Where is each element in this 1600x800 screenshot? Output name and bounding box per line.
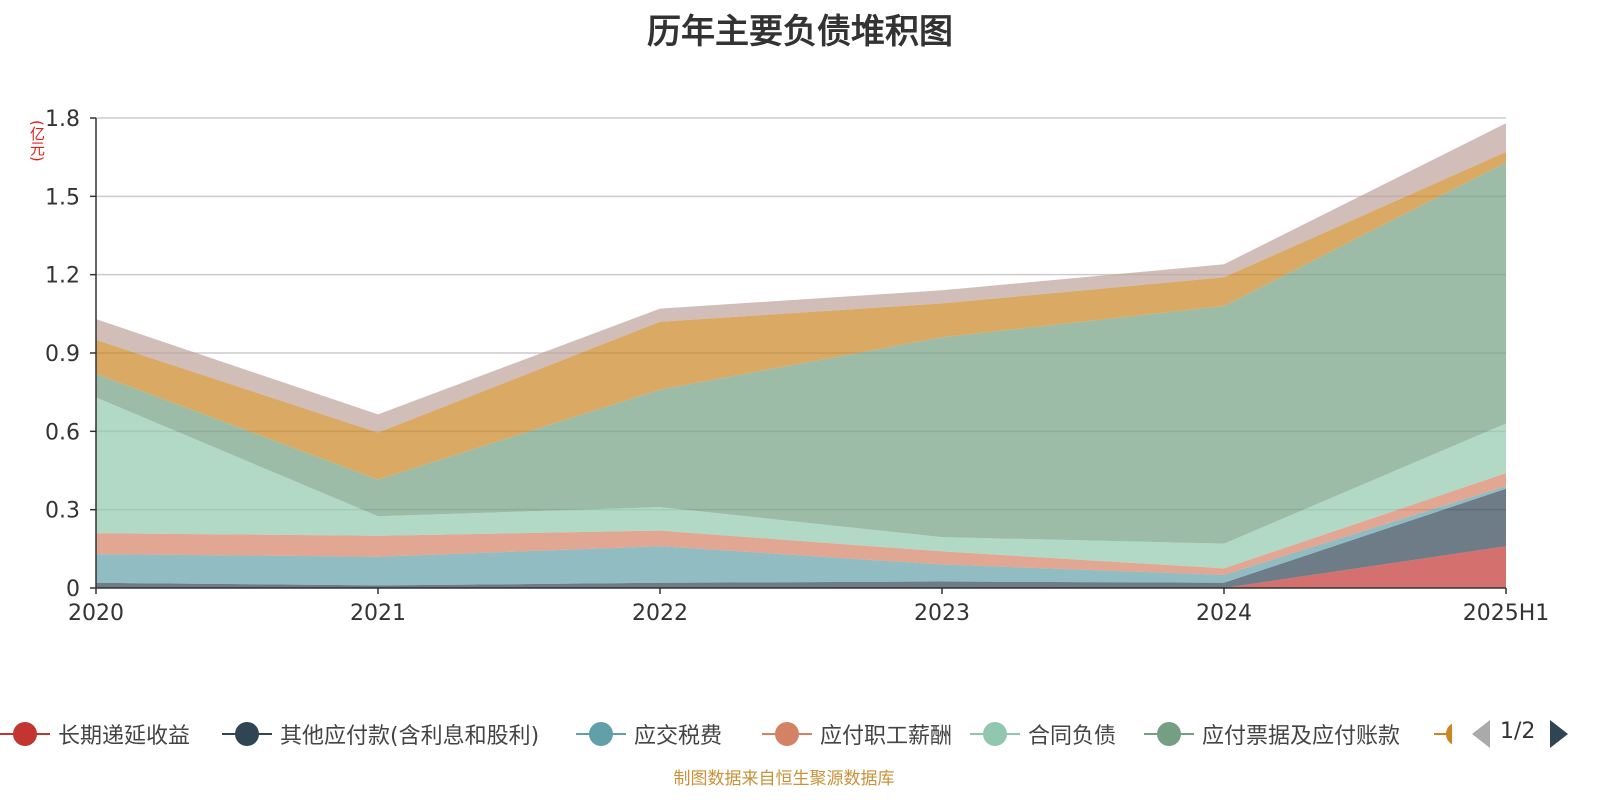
- legend-label: 其他应付款(含利息和股利): [280, 724, 540, 749]
- legend-item[interactable]: 其他应付款(含利息和股利): [222, 717, 539, 751]
- legend-item[interactable]: 合同负债: [970, 717, 1116, 751]
- y-tick-label: 0.3: [45, 499, 80, 524]
- stacked-area-chart: 0 0.3 0.6 0.9 1.2 1.5 1.8 2020 2021 2022 2023 2024 2…: [45, 107, 1549, 626]
- data-source-note: 制图数据来自恒生聚源数据库: [673, 769, 895, 789]
- chart-title: 历年主要负债堆积图: [647, 12, 953, 52]
- legend-label: 长期递延收益: [58, 724, 191, 749]
- legend-item[interactable]: 应付职工薪酬: [762, 717, 952, 751]
- legend: 长期递延收益 其他应付款(含利息和股利) 应交税费 应付职工薪酬 合同负债 应付票据及应付…: [0, 717, 1600, 751]
- legend-label: 应交税费: [634, 724, 723, 749]
- area-series-layer: [96, 123, 1506, 588]
- legend-marker-icon: [576, 717, 626, 751]
- area-series-应付票据及应付账款: [96, 162, 1506, 544]
- legend-marker-icon: [1144, 717, 1194, 751]
- x-tick-label: 2023: [914, 601, 970, 626]
- legend-item[interactable]: 应交税费: [576, 717, 722, 751]
- legend-item[interactable]: 应付票据及应付账款: [1144, 717, 1400, 751]
- x-tick-label: 2021: [350, 601, 406, 626]
- x-tick-label: 2024: [1196, 601, 1252, 626]
- tick-labels: 0 0.3 0.6 0.9 1.2 1.5 1.8 2020 2021 2022 2023 2024 2…: [45, 107, 1549, 626]
- y-tick-label: 1.2: [45, 264, 80, 289]
- y-tick-label: 0.6: [45, 420, 80, 445]
- legend-label: 合同负债: [1028, 724, 1117, 749]
- legend-marker-icon: [0, 717, 50, 751]
- axes: [90, 117, 1507, 594]
- legend-label: 应付职工薪酬: [820, 724, 953, 749]
- y-tick-label: 1.5: [45, 185, 80, 210]
- legend-page-indicator: 1/2: [1500, 719, 1536, 744]
- area-series-应交税费: [96, 486, 1506, 586]
- y-axis-unit-label: (亿元): [28, 120, 46, 162]
- y-tick-label: 0: [66, 577, 80, 602]
- area-series-应付职工薪酬: [96, 473, 1506, 575]
- x-tick-label: 2020: [68, 601, 124, 626]
- legend-item[interactable]: 长期递延收益: [0, 717, 190, 751]
- y-tick-label: 0.9: [45, 342, 80, 367]
- legend-marker-icon: [222, 717, 272, 751]
- legend-prev-page-arrow-icon[interactable]: [1472, 720, 1490, 748]
- y-tick-label: 1.8: [45, 107, 80, 132]
- legend-pager: 1/2: [1464, 717, 1600, 751]
- legend-next-page-arrow-icon[interactable]: [1550, 720, 1568, 748]
- area-series-合同负债: [96, 397, 1506, 569]
- area-series-ca8622: [96, 151, 1506, 480]
- area-series-长期递延收益: [96, 546, 1506, 588]
- legend-marker-icon: [762, 717, 812, 751]
- legend-label: 应付票据及应付账款: [1202, 724, 1401, 749]
- legend-marker-icon: [970, 717, 1020, 751]
- x-tick-label: 2025H1: [1463, 601, 1550, 626]
- x-tick-label: 2022: [632, 601, 688, 626]
- legend-marker-icon: [1434, 717, 1452, 751]
